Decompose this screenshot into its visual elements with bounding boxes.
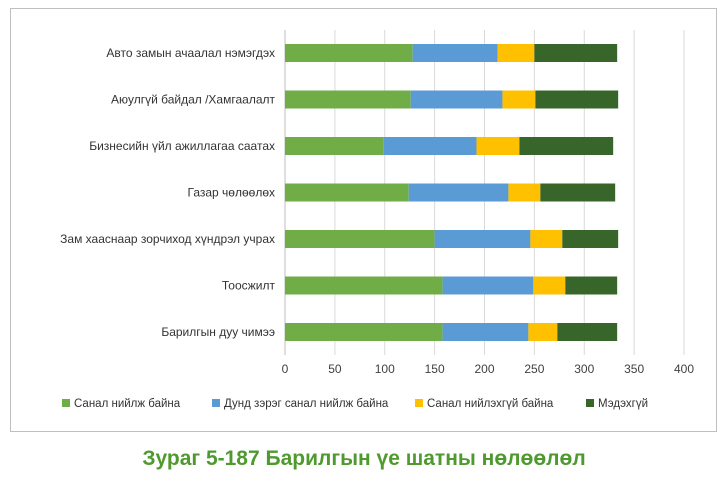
bar-segment — [412, 44, 498, 62]
category-label: Зам хааснаар зорчиход хүндрэл учрах — [60, 232, 275, 246]
bar-segment — [285, 276, 443, 295]
legend-swatch — [62, 399, 70, 407]
legend-swatch — [415, 399, 423, 407]
bar-segment — [565, 276, 618, 295]
legend-swatch — [586, 399, 594, 407]
bars — [285, 44, 619, 341]
bar-segment — [530, 230, 563, 248]
tick-labels: 0 50 100 150 200 250 300 350 400 — [282, 362, 695, 376]
x-tick-label: 0 — [282, 362, 289, 376]
bar-segment — [502, 90, 536, 109]
bar-segment — [383, 137, 477, 155]
bar-segment — [535, 90, 619, 109]
legend-item-label: Санал нийлж байна — [74, 398, 181, 410]
bar-segment — [410, 90, 503, 109]
x-tick-label: 150 — [425, 362, 445, 376]
x-tick-label: 250 — [524, 362, 544, 376]
bar-segment — [442, 323, 529, 341]
bar-segment — [285, 137, 384, 155]
bar-segment — [285, 183, 409, 202]
category-label: Газар чөлөөлөх — [188, 186, 276, 200]
x-tick-label: 400 — [674, 362, 694, 376]
figure-caption: Зураг 5-187 Барилгын үе шатны нөлөөлөл — [142, 447, 586, 470]
x-tick-label: 100 — [375, 362, 395, 376]
x-tick-label: 300 — [574, 362, 594, 376]
category-label: Аюулгүй байдал /Хамгаалалт — [111, 93, 276, 107]
chart-frame — [10, 8, 717, 432]
stacked-bar-chart: Авто замын ачаалал нэмэгдэх Аюулгүй байда… — [60, 30, 695, 410]
category-labels: Авто замын ачаалал нэмэгдэх Аюулгүй байда… — [60, 46, 275, 339]
category-label: Барилгын дуу чимээ — [161, 325, 275, 339]
bar-segment — [533, 276, 566, 295]
x-tick-label: 350 — [624, 362, 644, 376]
legend-swatch — [212, 399, 220, 407]
bar-segment — [528, 323, 558, 341]
bar-segment — [540, 183, 616, 202]
bar-segment — [442, 276, 534, 295]
legend: Санал нийлж байна Дунд зэрэг санал нийлж … — [62, 398, 648, 410]
bar-segment — [476, 137, 520, 155]
bar-segment — [508, 183, 541, 202]
bar-segment — [562, 230, 619, 248]
bar-segment — [285, 230, 435, 248]
bar-segment — [408, 183, 509, 202]
bar-segment — [557, 323, 618, 341]
bar-segment — [434, 230, 531, 248]
bar-segment — [519, 137, 614, 155]
legend-item-label: Дунд зэрэг санал нийлж байна — [224, 398, 389, 410]
bar-segment — [534, 44, 618, 62]
legend-item-label: Санал нийлэхгүй байна — [427, 398, 554, 410]
bar-segment — [285, 323, 443, 341]
legend-item-label: Мэдэхгүй — [598, 398, 648, 410]
category-label: Бизнесийн үйл ажиллагаа саатах — [89, 139, 275, 153]
category-label: Авто замын ачаалал нэмэгдэх — [106, 46, 275, 60]
x-tick-label: 200 — [474, 362, 494, 376]
bar-segment — [285, 90, 411, 109]
bar-segment — [497, 44, 535, 62]
category-label: Тоосжилт — [222, 279, 276, 293]
x-tick-label: 50 — [328, 362, 342, 376]
bar-segment — [285, 44, 413, 62]
